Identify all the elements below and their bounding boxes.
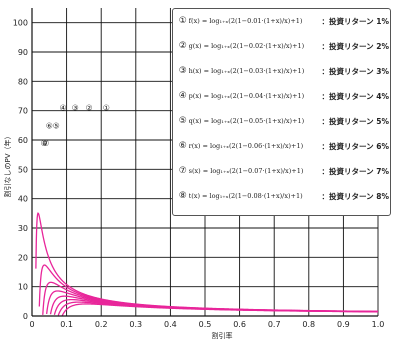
legend-item: ① f(x) = log₁₊ₓ(2(1−0.01·(1+x)/x)+1) ：投資…: [177, 12, 389, 30]
curve-label: ⑥: [46, 121, 53, 130]
y-axis-title: 割引なしのPV（年）: [3, 132, 12, 197]
legend-formula: f(x) = log₁₊ₓ(2(1−0.01·(1+x)/x)+1): [188, 17, 303, 25]
x-tick-label: 0.8: [302, 320, 315, 329]
y-tick-label: 80: [18, 77, 28, 86]
legend-number: ⑤: [178, 116, 187, 126]
curve-label: ④: [60, 104, 67, 113]
legend-number: ④: [178, 91, 187, 101]
curve-label: ②: [86, 104, 93, 113]
legend: ① f(x) = log₁₊ₓ(2(1−0.01·(1+x)/x)+1) ：投資…: [172, 8, 391, 216]
y-tick-label: 90: [18, 48, 28, 57]
x-tick-label: 0.9: [337, 320, 350, 329]
legend-formula: r(x) = log₁₊ₓ(2(1−0.06·(1+x)/x)+1): [188, 142, 304, 150]
legend-item: ⑥ r(x) = log₁₊ₓ(2(1−0.06·(1+x)/x)+1) ：投資…: [177, 137, 389, 155]
legend-label: ：投資リターン 2%: [321, 41, 389, 51]
x-tick-label: 0.7: [268, 320, 281, 329]
curve-label: ③: [72, 104, 79, 113]
legend-item: ⑦ s(x) = log₁₊ₓ(2(1−0.07·(1+x)/x)+1) ：投資…: [177, 162, 389, 180]
legend-number: ①: [178, 16, 187, 26]
x-axis-title: 割引率: [212, 331, 233, 340]
legend-number: ②: [178, 41, 187, 51]
y-tick-label: 40: [18, 195, 28, 204]
legend-label: ：投資リターン 6%: [321, 141, 389, 151]
curve-label: ⑦: [42, 139, 49, 148]
legend-formula: s(x) = log₁₊ₓ(2(1−0.07·(1+x)/x)+1): [188, 167, 304, 175]
legend-number: ③: [178, 66, 187, 76]
x-tick-label: 1.0: [372, 320, 385, 329]
legend-number: ⑦: [178, 166, 187, 176]
y-tick-label: 60: [18, 136, 28, 145]
y-tick-label: 30: [18, 224, 28, 233]
curve-label: ⑤: [53, 121, 60, 130]
legend-formula: h(x) = log₁₊ₓ(2(1−0.03·(1+x)/x)+1): [188, 67, 305, 75]
legend-item: ④ p(x) = log₁₊ₓ(2(1−0.04·(1+x)/x)+1) ：投資…: [177, 87, 389, 105]
legend-label: ：投資リターン 5%: [321, 116, 389, 126]
y-tick-label: 0: [23, 312, 28, 321]
legend-label: ：投資リターン 1%: [321, 16, 389, 26]
curve-label: ①: [103, 104, 110, 113]
x-tick-label: 0.6: [233, 320, 246, 329]
x-tick-label: 0: [29, 320, 34, 329]
curve-label: ⑧: [41, 139, 48, 148]
legend-label: ：投資リターン 4%: [321, 91, 389, 101]
tick-labels: 0 0.1 0.2 0.3 0.4 0.5 0.6 0.7 0.8 0.9 1.0 0 10 20 30 40…: [13, 19, 385, 329]
legend-item: ③ h(x) = log₁₊ₓ(2(1−0.03·(1+x)/x)+1) ：投資…: [177, 62, 389, 80]
y-tick-label: 10: [18, 283, 28, 292]
series-line: [61, 303, 379, 317]
y-tick-label: 50: [18, 165, 28, 174]
legend-label: ：投資リターン 3%: [321, 66, 389, 76]
legend-number: ⑧: [178, 191, 187, 201]
axes: [31, 8, 378, 317]
legend-label: ：投資リターン 8%: [321, 191, 389, 201]
legend-formula: g(x) = log₁₊ₓ(2(1−0.02·(1+x)/x)+1): [188, 42, 305, 50]
legend-label: ：投資リターン 7%: [321, 166, 389, 176]
y-tick-label: 100: [13, 19, 28, 28]
legend-formula: t(x) = log₁₊ₓ(2(1−0.08·(1+x)/x)+1): [188, 192, 303, 200]
y-tick-label: 70: [18, 107, 28, 116]
legend-formula: q(x) = log₁₊ₓ(2(1−0.05·(1+x)/x)+1): [188, 117, 305, 125]
x-tick-label: 0.4: [164, 320, 177, 329]
x-tick-label: 0.5: [199, 320, 212, 329]
legend-item: ⑤ q(x) = log₁₊ₓ(2(1−0.05·(1+x)/x)+1) ：投資…: [177, 112, 389, 130]
x-tick-label: 0.3: [129, 320, 142, 329]
x-tick-label: 0.2: [95, 320, 108, 329]
curves: [35, 212, 379, 317]
legend-item: ② g(x) = log₁₊ₓ(2(1−0.02·(1+x)/x)+1) ：投資…: [177, 37, 389, 55]
y-tick-label: 20: [18, 253, 28, 262]
legend-formula: p(x) = log₁₊ₓ(2(1−0.04·(1+x)/x)+1): [188, 92, 305, 100]
legend-number: ⑥: [178, 141, 187, 151]
legend-item: ⑧ t(x) = log₁₊ₓ(2(1−0.08·(1+x)/x)+1) ：投資…: [177, 187, 389, 205]
x-tick-label: 0.1: [60, 320, 73, 329]
